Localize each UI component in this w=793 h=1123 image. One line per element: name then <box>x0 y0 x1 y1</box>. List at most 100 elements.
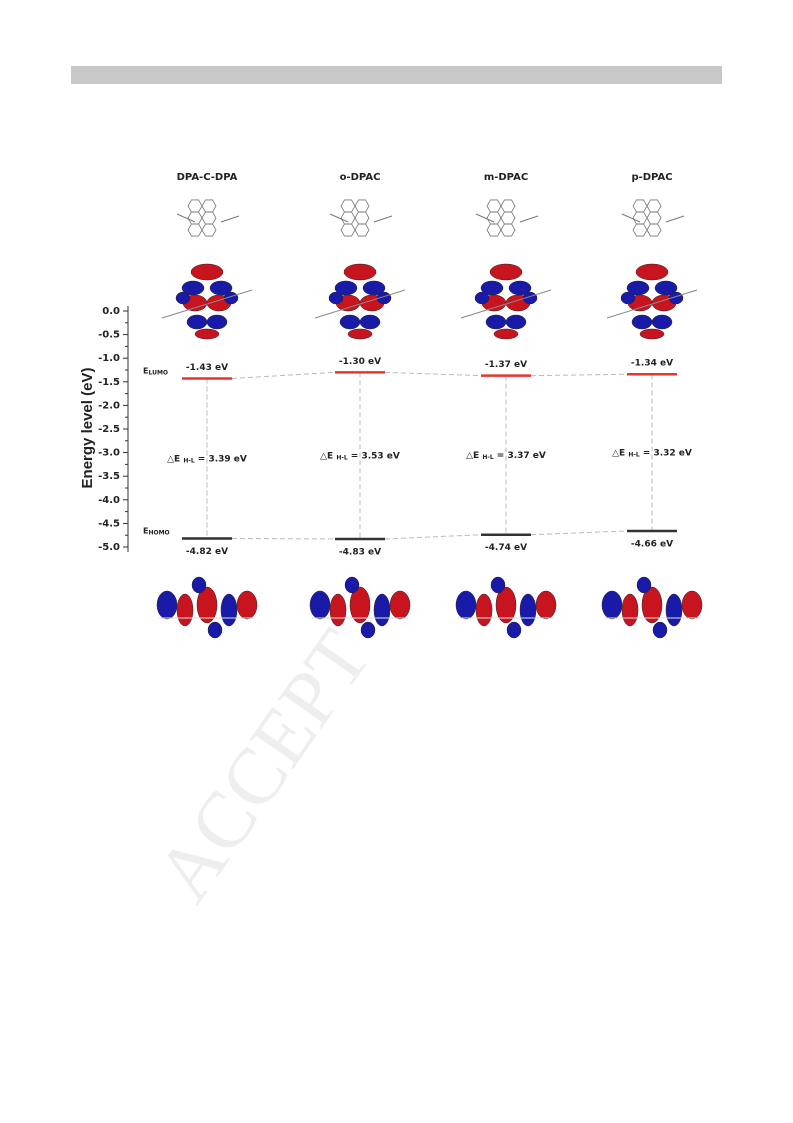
gap-label-part: = 3.39 eV <box>198 454 247 464</box>
y-tick-label: -3.0 <box>98 448 120 459</box>
value-label: -4.74 eV <box>485 543 527 553</box>
orbital-lobe <box>220 593 238 627</box>
level-connector <box>530 373 628 377</box>
y-tick-label: -0.5 <box>98 330 120 341</box>
gap-label: △E H-L = 3.37 eV <box>466 451 546 463</box>
orbital-lobe <box>328 291 344 305</box>
y-axis-label: Energy level (eV) <box>79 368 96 489</box>
gap-label-part: H-L <box>336 454 348 461</box>
y-tick-label: 0.0 <box>102 306 120 317</box>
orbital-lobe <box>620 291 636 305</box>
molecule-bond <box>314 289 406 319</box>
molecule-bond <box>519 215 539 223</box>
watermark: ACCEPT <box>140 615 388 917</box>
y-tick-label: -1.5 <box>98 377 120 388</box>
level-connector <box>231 371 336 379</box>
level-symbol-main: E <box>143 526 148 535</box>
molecule-ring <box>187 199 203 213</box>
y-tick-label: -2.5 <box>98 424 120 435</box>
molecule-bond <box>475 213 495 223</box>
gap-label-part: △E <box>466 451 479 461</box>
orbital-lobe <box>636 576 652 594</box>
molecule-bond <box>460 289 552 319</box>
molecule-ring <box>354 199 370 213</box>
orbital-lobe <box>493 328 519 340</box>
orbital-lobe <box>490 576 506 594</box>
y-tick-label: -2.0 <box>98 400 120 411</box>
orbital-lobe <box>194 328 220 340</box>
molecule-ring <box>340 199 356 213</box>
gap-label-part: = 3.32 eV <box>643 448 692 458</box>
molecule-bond <box>373 215 393 223</box>
value-label: -4.82 eV <box>186 547 228 557</box>
orbital-lobe <box>641 586 663 624</box>
orbital-lobe <box>651 314 673 330</box>
orbital-lobe <box>631 314 653 330</box>
gap-label: △E H-L = 3.53 eV <box>320 451 400 463</box>
orbital-lobe <box>349 586 371 624</box>
molecule-ring <box>646 211 662 225</box>
orbital-lobe <box>156 590 178 620</box>
molecule-ring <box>486 199 502 213</box>
orbital-lobe <box>175 291 191 305</box>
orbital-lobe <box>186 314 208 330</box>
orbital-lobe <box>665 593 683 627</box>
orbital-lobe <box>347 328 373 340</box>
orbital-lobe <box>344 576 360 594</box>
column-title: DPA-C-DPA <box>177 172 238 183</box>
molecule-ring <box>486 223 502 237</box>
orbital-lobe <box>339 314 361 330</box>
orbital-lobe <box>485 314 507 330</box>
molecule-ring <box>201 211 217 225</box>
orbital-lobe <box>639 328 665 340</box>
y-tick-label: -4.0 <box>98 495 120 506</box>
molecule-ring <box>500 223 516 237</box>
value-label: -1.37 eV <box>485 360 527 370</box>
orbital-lobe <box>455 590 477 620</box>
level-symbol: EHOMO <box>143 526 170 536</box>
orbital-lobe <box>176 593 194 627</box>
orbital-lobe <box>475 593 493 627</box>
orbital-lobe <box>360 621 376 639</box>
molecule-ring <box>486 211 502 225</box>
orbital-lobe <box>191 576 207 594</box>
molecule-bond <box>220 215 240 223</box>
column-title: m-DPAC <box>484 172 528 183</box>
orbital-lobe <box>635 263 669 281</box>
gap-label-part: = 3.53 eV <box>351 451 400 461</box>
orbital-lobe <box>236 590 258 620</box>
orbital-lobe <box>601 590 623 620</box>
gap-label-part: H-L <box>628 451 640 458</box>
molecule-ring <box>201 199 217 213</box>
orbital-lobe <box>621 593 639 627</box>
molecule-ring <box>187 223 203 237</box>
gap-label-part: H-L <box>482 454 494 461</box>
value-label: -4.66 eV <box>631 539 673 549</box>
gap-label-part: △E <box>320 451 333 461</box>
y-tick-label: -1.0 <box>98 353 120 364</box>
molecule-ring <box>646 199 662 213</box>
orbital-lobe <box>343 263 377 281</box>
molecule-ring <box>340 223 356 237</box>
molecule-ring <box>500 211 516 225</box>
orbital-lobe <box>489 263 523 281</box>
orbital-lobe <box>652 621 668 639</box>
molecule-ring <box>646 223 662 237</box>
level-connector <box>530 530 628 536</box>
orbital-lobe <box>359 314 381 330</box>
value-label: -1.43 eV <box>186 363 228 373</box>
column-title: o-DPAC <box>340 172 381 183</box>
orbital-lobe <box>495 586 517 624</box>
molecule-ring <box>632 199 648 213</box>
molecule-bond <box>665 215 685 223</box>
molecule-bond <box>176 213 196 223</box>
molecule-bond <box>621 213 641 223</box>
gap-label-part: = 3.37 eV <box>497 451 546 461</box>
gap-label-part: △E <box>612 448 625 458</box>
molecule-ring <box>354 211 370 225</box>
molecule-ring <box>632 211 648 225</box>
molecule-ring <box>500 199 516 213</box>
molecule-bond <box>161 289 253 319</box>
orbital-lobe <box>681 590 703 620</box>
orbital-lobe <box>505 314 527 330</box>
